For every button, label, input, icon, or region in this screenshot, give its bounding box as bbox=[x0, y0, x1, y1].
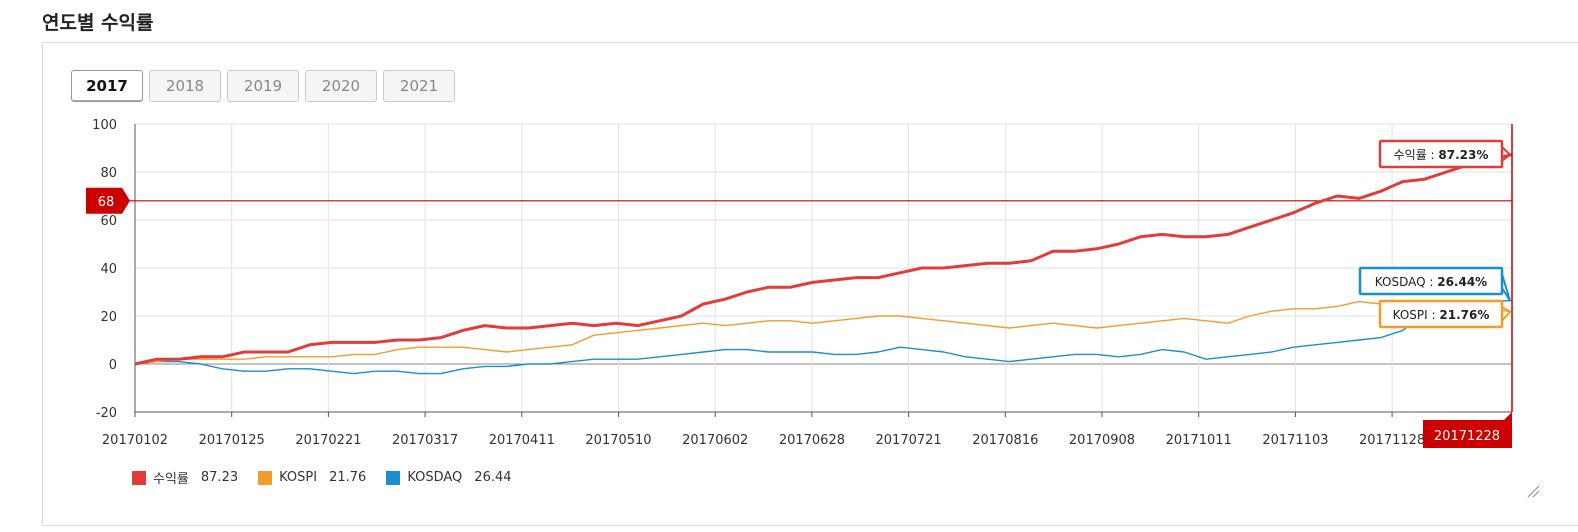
y-tick-label: -20 bbox=[96, 406, 117, 421]
y-tick-label: 20 bbox=[100, 310, 117, 325]
tooltip-return-series-name: 수익률 : bbox=[1394, 148, 1439, 162]
x-tick-label: 20170411 bbox=[489, 433, 555, 448]
kospi-series-line bbox=[134, 300, 1513, 365]
section-title: 연도별 수익률 bbox=[42, 12, 154, 34]
cursor-date-label: 20171228 bbox=[1434, 429, 1500, 444]
y-tick-label: 0 bbox=[109, 358, 117, 373]
legend-value-kospi: 21.76 bbox=[329, 470, 367, 485]
x-tick-label: 20170816 bbox=[972, 433, 1038, 448]
x-tick-label: 20170125 bbox=[199, 433, 265, 448]
tab-2020[interactable]: 2020 bbox=[305, 70, 377, 102]
tooltip-kospi-text: KOSPI : 21.76% bbox=[1393, 308, 1490, 322]
return-series-line bbox=[134, 153, 1513, 366]
tab-2018[interactable]: 2018 bbox=[149, 70, 221, 102]
legend-label-kosdaq: KOSDAQ bbox=[407, 470, 463, 485]
legend-item-kospi[interactable]: KOSPI 21.76 bbox=[258, 470, 366, 485]
tooltip-return-box bbox=[1378, 139, 1504, 169]
legend-label-return: 수익률 bbox=[153, 472, 189, 487]
legend-swatch-kospi bbox=[258, 470, 273, 485]
y-tick-label: 100 bbox=[92, 118, 117, 133]
tooltip-kospi-value: 21.76% bbox=[1439, 308, 1489, 322]
y-tick-label: 60 bbox=[100, 214, 117, 229]
tooltip-return-value: 87.23% bbox=[1438, 148, 1488, 162]
x-tick-label: 20170510 bbox=[585, 433, 651, 448]
x-tick-label: 20170602 bbox=[682, 433, 748, 448]
legend-value-kosdaq: 26.44 bbox=[474, 470, 512, 485]
tooltip-kosdaq-value: 26.44% bbox=[1437, 275, 1487, 289]
legend-swatch-return bbox=[132, 470, 146, 485]
legend-item-return[interactable]: 수익률 87.23 bbox=[132, 468, 238, 487]
x-tick-label: 20171128 bbox=[1359, 433, 1425, 448]
y-tick-label: 40 bbox=[100, 262, 117, 277]
legend-item-kosdaq[interactable]: KOSDAQ 26.44 bbox=[386, 470, 512, 485]
x-tick-label: 20171011 bbox=[1166, 433, 1232, 448]
tab-2019[interactable]: 2019 bbox=[227, 70, 299, 102]
reference-line-label: 68 bbox=[98, 195, 115, 210]
year-tabs: 2017 2018 2019 2020 2021 bbox=[71, 70, 455, 102]
reference-line-tag bbox=[86, 187, 130, 214]
tooltip-return-pointer bbox=[1501, 146, 1512, 162]
legend-label-kospi: KOSPI bbox=[279, 470, 318, 485]
tooltip-kospi-box bbox=[1378, 299, 1504, 329]
tooltip-kospi-pointer bbox=[1501, 306, 1512, 322]
x-tick-label: 20170102 bbox=[102, 433, 168, 448]
x-tick-label: 20170317 bbox=[392, 433, 458, 448]
tooltip-kosdaq-text: KOSDAQ : 26.44% bbox=[1375, 275, 1487, 289]
chart-legend: 수익률 87.23 KOSPI 21.76 KOSDAQ 26.44 bbox=[132, 468, 532, 487]
y-tick-label: 80 bbox=[100, 166, 117, 181]
x-tick-label: 20170628 bbox=[779, 433, 845, 448]
x-tick-label: 20171103 bbox=[1262, 433, 1328, 448]
resize-handle-icon[interactable] bbox=[1526, 484, 1540, 498]
tooltip-return-text: 수익률 : 87.23% bbox=[1394, 148, 1489, 162]
x-tick-label: 20170721 bbox=[876, 433, 942, 448]
kosdaq-series-line bbox=[134, 299, 1513, 375]
cursor-date-tag bbox=[1423, 412, 1512, 448]
legend-value-return: 87.23 bbox=[200, 470, 239, 485]
tab-2021[interactable]: 2021 bbox=[383, 70, 455, 102]
tooltip-kosdaq-series-name: KOSDAQ : bbox=[1375, 275, 1437, 289]
tooltip-kosdaq-pointer bbox=[1501, 273, 1511, 302]
tooltip-kospi-series-name: KOSPI : bbox=[1393, 308, 1440, 322]
tab-2017[interactable]: 2017 bbox=[71, 70, 143, 102]
tooltip-kosdaq-box bbox=[1358, 266, 1504, 296]
legend-swatch-kosdaq bbox=[386, 470, 401, 485]
x-tick-label: 20170908 bbox=[1069, 433, 1135, 448]
x-tick-label: 20170221 bbox=[295, 433, 361, 448]
